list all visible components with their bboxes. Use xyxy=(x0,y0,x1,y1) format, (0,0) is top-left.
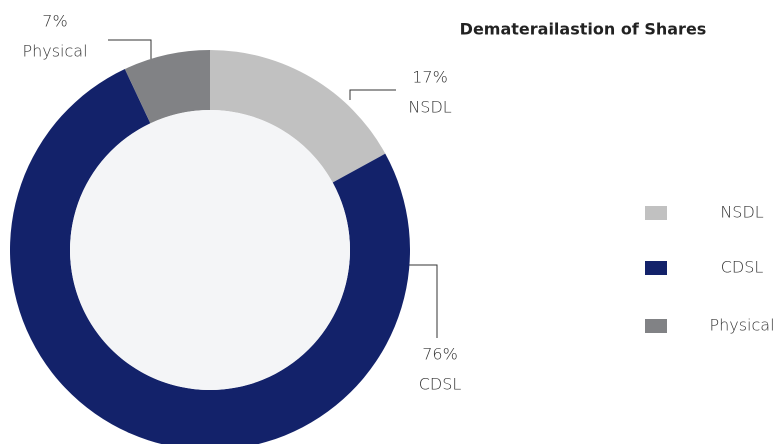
legend-label: Physical xyxy=(709,316,774,335)
data-label: 7% xyxy=(42,12,67,31)
legend-swatch xyxy=(645,261,667,275)
donut-slice xyxy=(210,50,386,183)
leader-line xyxy=(349,89,396,100)
slice-label: NSDL xyxy=(408,98,451,117)
legend-label: NSDL xyxy=(720,203,763,222)
leader-line xyxy=(108,39,152,62)
slice-label: Physical xyxy=(22,42,87,61)
data-label: 17% xyxy=(412,68,448,87)
donut-hole xyxy=(70,110,350,390)
donut-slice xyxy=(124,50,210,124)
legend-swatch xyxy=(645,206,667,220)
data-label: 76% xyxy=(422,345,458,364)
legend-label: CDSL xyxy=(721,258,764,277)
slice-label: CDSL xyxy=(419,375,462,394)
legend-swatch xyxy=(645,319,667,333)
donut-slice xyxy=(10,69,410,444)
chart-title: Dematerailastion of Shares xyxy=(460,20,707,39)
leader-line xyxy=(400,264,438,338)
